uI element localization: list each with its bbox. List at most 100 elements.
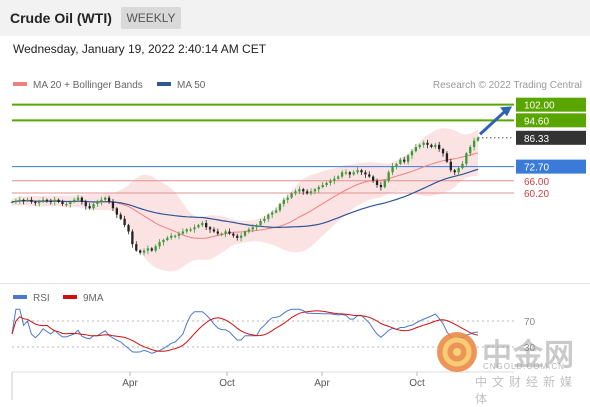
candle (371, 175, 375, 183)
candle-body (259, 220, 262, 226)
candle (441, 147, 445, 157)
candle-body (138, 250, 142, 253)
candle (158, 239, 161, 250)
candle (271, 210, 274, 219)
candle (305, 189, 309, 195)
candle-body (317, 187, 320, 190)
level-label: 72.70 (524, 163, 549, 174)
candle-body (41, 199, 45, 202)
candle-body (294, 191, 297, 194)
level-94.60: 94.60 (12, 113, 586, 128)
candle (185, 228, 188, 234)
candle (92, 202, 95, 211)
candle (368, 171, 371, 178)
candle-body (267, 214, 270, 219)
candle-body (107, 197, 111, 202)
candles-layer (10, 136, 480, 256)
candle (22, 198, 25, 205)
candle-body (72, 199, 76, 202)
watermark-name: 中金网 (482, 338, 575, 373)
candle (352, 170, 355, 176)
candle (395, 162, 398, 170)
candle-body (360, 170, 363, 173)
legend-ma50-swatch (157, 82, 171, 87)
candle-body (65, 204, 68, 206)
candle-body (162, 239, 165, 243)
candle (181, 228, 185, 235)
candle (406, 154, 410, 165)
legend-ma50-label: MA 50 (177, 80, 206, 91)
candle (96, 199, 99, 207)
level-66.00: 66.00 (12, 177, 549, 188)
candle (41, 196, 45, 204)
candle (418, 143, 421, 149)
candle-body (403, 159, 406, 162)
candle-body (185, 229, 188, 232)
candle-body (111, 201, 115, 209)
candle (123, 215, 126, 228)
candle (383, 179, 386, 189)
candle (340, 170, 344, 179)
candle-body (201, 223, 204, 226)
level-label: 94.60 (524, 116, 549, 127)
level-tag (516, 113, 586, 128)
candle-body (115, 208, 119, 215)
candle (193, 224, 196, 233)
x-tick-label: Apr (314, 378, 330, 389)
candle (30, 196, 33, 204)
candle-body (309, 191, 313, 194)
candle-body (410, 151, 414, 156)
level-label: 86.33 (524, 134, 549, 145)
rsi-ref-label: 30 (524, 343, 536, 354)
candle-body (255, 225, 258, 228)
projection-arrow-head (500, 106, 512, 117)
x-tick-label: Oct (409, 378, 425, 389)
candle (166, 235, 169, 242)
timestamp: Wednesday, January 19, 2022 2:40:14 AM C… (13, 42, 267, 56)
candle-body (100, 199, 103, 202)
candle-body (10, 201, 14, 204)
candle-body (286, 197, 289, 200)
candle-body (22, 199, 25, 201)
candle (430, 143, 433, 149)
panel-divider (0, 283, 590, 284)
candle (255, 223, 258, 231)
candle-body (395, 163, 398, 166)
candle (239, 232, 243, 242)
bollinger-band-layer (12, 128, 478, 272)
candle-body (131, 231, 134, 245)
candle (228, 228, 231, 235)
candle-body (193, 227, 196, 230)
candle (111, 198, 115, 211)
level-102.00: 102.00 (12, 97, 586, 112)
candle (115, 206, 119, 219)
candle (472, 137, 476, 151)
candle-body (313, 189, 317, 192)
candle-body (177, 233, 181, 236)
candle (76, 194, 80, 202)
candle (119, 212, 122, 221)
candle (399, 157, 402, 166)
candle-body (158, 242, 161, 247)
level-label: 60.20 (524, 189, 549, 200)
candle (10, 200, 14, 204)
candle (453, 168, 456, 176)
candle-body (170, 235, 173, 238)
candle-body (476, 137, 480, 141)
candle-body (26, 199, 29, 201)
candle-body (387, 172, 390, 181)
candle-body (57, 199, 60, 202)
watermark-logo-icon (437, 332, 477, 372)
candle-body (239, 235, 243, 238)
candle (259, 218, 262, 227)
candle (333, 175, 336, 185)
candle-body (333, 178, 336, 181)
candle-body (472, 140, 476, 147)
candle-body (123, 218, 126, 226)
candle (212, 227, 216, 233)
timeframe-badge[interactable]: WEEKLY (121, 7, 181, 29)
x-tick-label: Apr (122, 378, 138, 389)
candle (290, 192, 293, 199)
candle-body (263, 218, 266, 221)
candle-body (205, 223, 208, 228)
